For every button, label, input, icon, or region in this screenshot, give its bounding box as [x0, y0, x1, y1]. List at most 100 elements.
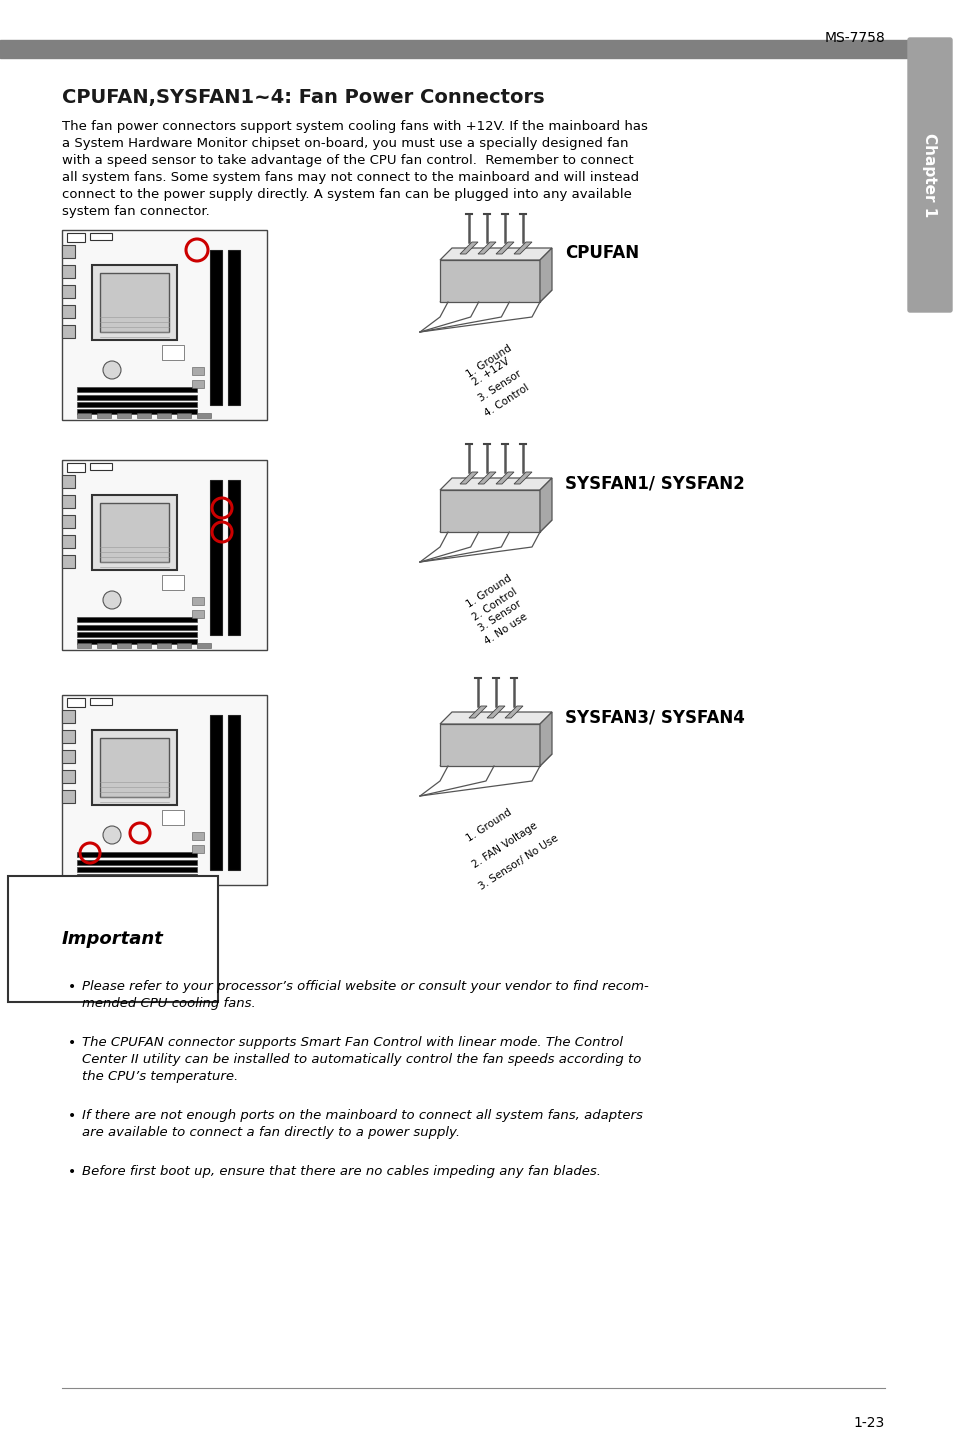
Polygon shape	[439, 291, 552, 302]
Bar	[77, 852, 196, 856]
Bar	[91, 265, 177, 339]
Bar	[67, 463, 85, 473]
Bar	[62, 750, 75, 763]
Bar	[77, 387, 196, 392]
Bar	[91, 495, 177, 570]
Text: 1. Ground: 1. Ground	[464, 808, 514, 843]
Bar	[100, 737, 169, 798]
Text: 2. FAN Voltage: 2. FAN Voltage	[471, 821, 539, 869]
Text: Important: Important	[62, 929, 164, 948]
Bar	[62, 790, 75, 803]
Polygon shape	[459, 242, 477, 253]
Bar	[177, 878, 191, 884]
Bar	[67, 697, 85, 707]
Text: 3. Sensor: 3. Sensor	[476, 369, 523, 404]
Text: •: •	[68, 1108, 76, 1123]
Bar	[77, 643, 91, 649]
Polygon shape	[496, 242, 514, 253]
Bar	[177, 412, 191, 418]
Text: 2. Control: 2. Control	[471, 586, 518, 623]
Bar	[62, 695, 267, 885]
Text: The CPUFAN connector supports Smart Fan Control with linear mode. The Control: The CPUFAN connector supports Smart Fan …	[82, 1035, 622, 1050]
Bar	[228, 251, 240, 405]
Bar	[196, 643, 211, 649]
Text: connect to the power supply directly. A system fan can be plugged into any avail: connect to the power supply directly. A …	[62, 188, 631, 200]
Bar	[196, 878, 211, 884]
FancyBboxPatch shape	[907, 39, 951, 312]
Bar	[77, 639, 196, 644]
Bar	[62, 325, 75, 338]
Bar	[196, 412, 211, 418]
Text: Please refer to your processor’s official website or consult your vendor to find: Please refer to your processor’s officia…	[82, 979, 648, 992]
Text: are available to connect a fan directly to a power supply.: are available to connect a fan directly …	[82, 1126, 459, 1138]
Bar	[77, 402, 196, 407]
Polygon shape	[504, 706, 522, 717]
Polygon shape	[539, 478, 552, 533]
Bar	[157, 878, 171, 884]
Text: Chapter 1: Chapter 1	[922, 133, 937, 218]
Polygon shape	[514, 242, 532, 253]
Polygon shape	[539, 712, 552, 766]
Text: The fan power connectors support system cooling fans with +12V. If the mainboard: The fan power connectors support system …	[62, 120, 647, 133]
Bar	[228, 715, 240, 871]
Bar	[192, 845, 204, 853]
Polygon shape	[439, 520, 552, 533]
Bar	[62, 536, 75, 548]
Bar	[97, 878, 111, 884]
Bar	[90, 697, 112, 705]
Text: mended CPU cooling fans.: mended CPU cooling fans.	[82, 997, 255, 1010]
Bar	[137, 878, 151, 884]
Text: 4. Control: 4. Control	[482, 382, 531, 418]
Bar	[62, 495, 75, 508]
Bar	[77, 617, 196, 621]
Bar	[91, 730, 177, 805]
Polygon shape	[477, 473, 496, 484]
Text: 1. Ground: 1. Ground	[464, 344, 514, 379]
Text: MS-7758: MS-7758	[823, 32, 884, 44]
Polygon shape	[469, 706, 486, 717]
Bar	[77, 874, 196, 879]
Bar	[117, 878, 131, 884]
Text: the CPU’s temperature.: the CPU’s temperature.	[82, 1070, 238, 1083]
Bar	[210, 251, 222, 405]
Text: 3. Sensor: 3. Sensor	[476, 599, 523, 634]
Bar	[77, 878, 91, 884]
Bar	[157, 643, 171, 649]
Bar	[97, 412, 111, 418]
Bar	[117, 643, 131, 649]
Bar	[77, 395, 196, 400]
Bar	[162, 811, 184, 825]
Bar	[62, 710, 75, 723]
Polygon shape	[439, 490, 539, 533]
Bar	[62, 730, 75, 743]
Bar	[62, 770, 75, 783]
Bar	[228, 480, 240, 634]
Bar	[192, 367, 204, 375]
Bar	[77, 624, 196, 630]
Text: 1-23: 1-23	[853, 1416, 884, 1431]
Bar	[162, 345, 184, 359]
Circle shape	[103, 591, 121, 609]
Circle shape	[103, 361, 121, 379]
Bar	[157, 412, 171, 418]
Text: CPUFAN: CPUFAN	[564, 243, 639, 262]
Bar	[97, 643, 111, 649]
Text: Before first boot up, ensure that there are no cables impeding any fan blades.: Before first boot up, ensure that there …	[82, 1166, 600, 1179]
Bar	[210, 715, 222, 871]
Bar	[62, 460, 267, 650]
Bar	[77, 866, 196, 872]
Polygon shape	[477, 242, 496, 253]
Bar	[67, 233, 85, 242]
Text: If there are not enough ports on the mainboard to connect all system fans, adapt: If there are not enough ports on the mai…	[82, 1108, 642, 1123]
Text: all system fans. Some system fans may not connect to the mainboard and will inst: all system fans. Some system fans may no…	[62, 170, 639, 183]
Bar	[0, 40, 909, 59]
Bar	[192, 597, 204, 604]
Bar	[117, 412, 131, 418]
Bar	[137, 412, 151, 418]
Bar	[162, 576, 184, 590]
Bar	[210, 480, 222, 634]
Bar	[137, 643, 151, 649]
Polygon shape	[539, 248, 552, 302]
Bar	[100, 274, 169, 332]
Bar	[62, 285, 75, 298]
